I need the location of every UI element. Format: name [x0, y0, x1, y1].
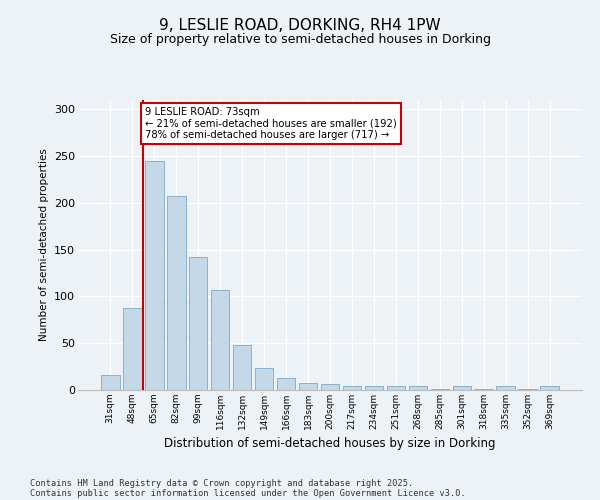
Bar [101, 375, 119, 390]
Text: Size of property relative to semi-detached houses in Dorking: Size of property relative to semi-detach… [110, 32, 491, 46]
Bar [320, 384, 340, 390]
Bar [343, 386, 361, 390]
Bar [167, 196, 185, 390]
Bar [145, 161, 164, 390]
X-axis label: Distribution of semi-detached houses by size in Dorking: Distribution of semi-detached houses by … [164, 438, 496, 450]
Text: Contains public sector information licensed under the Open Government Licence v3: Contains public sector information licen… [30, 488, 466, 498]
Bar [189, 257, 208, 390]
Bar [365, 386, 383, 390]
Bar [386, 386, 405, 390]
Bar [452, 386, 471, 390]
Bar [123, 308, 142, 390]
Text: 9, LESLIE ROAD, DORKING, RH4 1PW: 9, LESLIE ROAD, DORKING, RH4 1PW [159, 18, 441, 32]
Bar [211, 290, 229, 390]
Bar [475, 389, 493, 390]
Text: 9 LESLIE ROAD: 73sqm
← 21% of semi-detached houses are smaller (192)
78% of semi: 9 LESLIE ROAD: 73sqm ← 21% of semi-detac… [145, 106, 397, 140]
Bar [299, 382, 317, 390]
Bar [255, 368, 274, 390]
Bar [233, 345, 251, 390]
Text: Contains HM Land Registry data © Crown copyright and database right 2025.: Contains HM Land Registry data © Crown c… [30, 478, 413, 488]
Y-axis label: Number of semi-detached properties: Number of semi-detached properties [38, 148, 49, 342]
Bar [496, 386, 515, 390]
Bar [431, 389, 449, 390]
Bar [409, 386, 427, 390]
Bar [518, 389, 537, 390]
Bar [277, 378, 295, 390]
Bar [541, 386, 559, 390]
